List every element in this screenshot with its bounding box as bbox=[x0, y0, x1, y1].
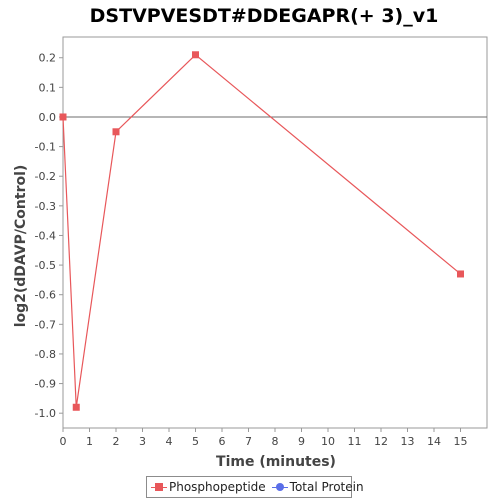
x-tick-label: 5 bbox=[192, 435, 199, 448]
x-tick-label: 8 bbox=[272, 435, 279, 448]
x-tick-label: 15 bbox=[454, 435, 468, 448]
legend-label-total-protein: Total Protein bbox=[289, 480, 364, 494]
x-tick-label: 13 bbox=[401, 435, 415, 448]
x-tick-label: 2 bbox=[113, 435, 120, 448]
data-point-phosphopeptide bbox=[192, 51, 199, 59]
x-tick-label: 12 bbox=[374, 435, 388, 448]
legend-swatch-phosphopeptide bbox=[151, 481, 167, 493]
legend-item-total-protein: Total Protein bbox=[271, 480, 364, 494]
y-tick-label: -0.8 bbox=[35, 348, 56, 361]
chart-title: DSTVPVESDT#DDEGAPR(+ 3)_v1 bbox=[90, 5, 439, 27]
data-point-phosphopeptide bbox=[457, 270, 464, 278]
x-tick-label: 9 bbox=[298, 435, 305, 448]
x-axis-label: Time (minutes) bbox=[216, 454, 336, 470]
legend: Phosphopeptide Total Protein bbox=[146, 476, 364, 498]
legend-label-phosphopeptide: Phosphopeptide bbox=[169, 480, 266, 494]
plot-area bbox=[62, 36, 488, 429]
y-tick-label: -0.9 bbox=[35, 378, 56, 391]
x-tick-label: 4 bbox=[166, 435, 173, 448]
y-tick-label: 0.2 bbox=[39, 52, 57, 65]
y-tick-label: -1.0 bbox=[35, 407, 56, 420]
data-point-phosphopeptide bbox=[59, 113, 67, 121]
y-tick-label: -0.7 bbox=[35, 318, 56, 331]
y-tick-label: -0.5 bbox=[35, 259, 56, 272]
legend-swatch-total-protein bbox=[271, 481, 288, 493]
x-axis-ticks: 0 1 2 3 4 5 6 7 8 9 10 11 12 13 14 15 bbox=[60, 428, 468, 448]
x-tick-label: 14 bbox=[427, 435, 441, 448]
y-tick-label: 0.0 bbox=[39, 111, 57, 124]
data-point-phosphopeptide bbox=[112, 128, 120, 136]
series-layer bbox=[59, 51, 464, 411]
x-tick-label: 7 bbox=[245, 435, 252, 448]
x-tick-label: 3 bbox=[139, 435, 146, 448]
x-tick-label: 1 bbox=[86, 435, 93, 448]
y-axis-label: log2(dDAVP/Control) bbox=[13, 165, 29, 328]
x-tick-label: 6 bbox=[219, 435, 226, 448]
y-tick-label: -0.4 bbox=[35, 229, 56, 242]
legend-item-phosphopeptide: Phosphopeptide bbox=[151, 480, 266, 494]
y-tick-label: 0.1 bbox=[39, 81, 57, 94]
x-tick-label: 0 bbox=[60, 435, 67, 448]
y-tick-label: -0.2 bbox=[35, 170, 56, 183]
y-tick-label: -0.6 bbox=[35, 289, 56, 302]
x-tick-label: 10 bbox=[321, 435, 335, 448]
y-axis-ticks: 0.2 0.1 0.0 -0.1 -0.2 -0.3 -0.4 -0.5 -0.6 -0.7 -0.… bbox=[35, 52, 63, 420]
y-tick-label: -0.3 bbox=[35, 200, 56, 213]
y-tick-label: -0.1 bbox=[35, 141, 56, 154]
x-tick-label: 11 bbox=[348, 435, 362, 448]
data-point-phosphopeptide bbox=[72, 403, 80, 411]
